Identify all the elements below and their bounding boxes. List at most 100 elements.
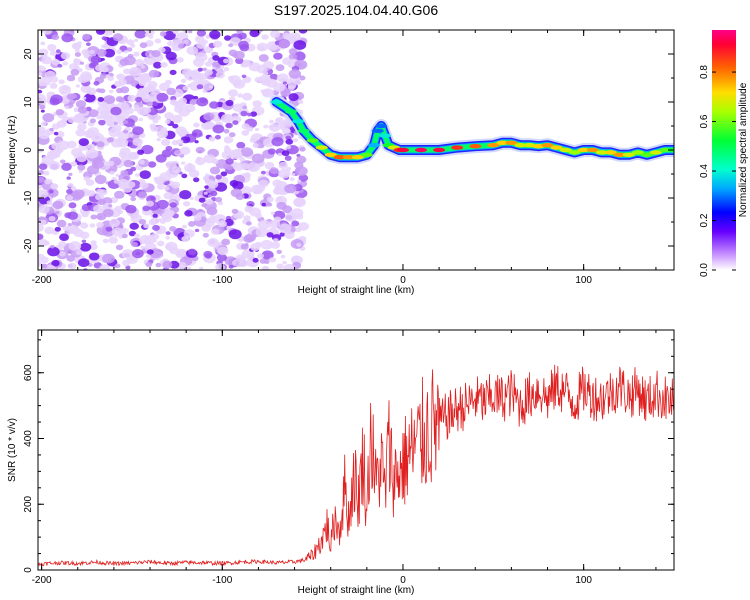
noise-speckle [272,188,282,195]
noise-speckle [199,266,204,270]
noise-speckle [123,129,129,134]
noise-speckle [247,161,261,172]
noise-speckle [51,123,61,130]
noise-speckle [122,259,131,267]
noise-speckle [195,35,205,43]
noise-speckle [50,183,59,190]
noise-speckle [139,235,152,245]
noise-speckle [70,93,78,99]
noise-speckle [139,181,149,189]
noise-speckle [243,234,255,243]
noise-speckle [144,58,149,63]
noise-speckle [90,55,102,64]
noise-speckle [229,150,238,157]
noise-speckle [88,109,99,118]
noise-speckle [196,84,204,90]
ridge-point [532,144,545,149]
noise-speckle [138,191,148,199]
noise-speckle [240,243,249,250]
noise-speckle [212,124,225,134]
noise-speckle [143,223,150,229]
colorbar-tick-label: 0.6 [699,114,710,128]
x-tick-label: -200 [32,275,52,286]
noise-speckle [169,260,180,269]
noise-speckle [53,131,59,136]
noise-speckle [39,104,46,110]
noise-speckle [44,226,54,235]
noise-speckle [232,120,239,125]
noise-speckle [204,253,212,259]
noise-speckle [228,229,242,240]
noise-speckle [122,120,129,125]
noise-speckle [76,154,88,163]
noise-speckle [177,261,187,269]
noise-speckle [38,89,43,94]
noise-speckle [61,33,74,43]
noise-speckle [228,264,234,269]
noise-speckle [258,74,271,85]
noise-speckle [110,106,122,116]
noise-speckle [74,52,81,57]
noise-speckle [180,78,187,83]
noise-speckle [179,146,191,155]
noise-speckle [68,172,73,176]
noise-speckle [181,161,186,165]
noise-speckle [62,85,70,91]
noise-speckle [134,59,145,67]
noise-speckle [58,79,65,85]
noise-speckle [50,94,63,105]
noise-speckle [190,98,198,105]
noise-speckle [67,211,79,220]
noise-speckle [114,263,121,268]
ridge-point [360,152,373,157]
noise-speckle [288,53,298,61]
noise-speckle [38,233,44,241]
noise-speckle [78,169,83,173]
noise-speckle [40,41,46,46]
noise-speckle [273,82,286,93]
noise-speckle [243,215,251,221]
noise-speckle [128,230,136,237]
noise-speckle [156,92,169,102]
noise-speckle [38,176,45,183]
ridge-point [351,155,364,160]
noise-speckle [108,236,118,244]
noise-speckle [60,159,66,164]
ridge-point [586,147,599,153]
snr-x-label: Height of straight line (km) [298,585,415,596]
y-tick-label: 200 [23,495,34,512]
ridge-point [397,147,409,153]
noise-speckle [185,235,190,239]
noise-speckle [75,128,86,137]
noise-speckle [161,138,171,147]
noise-speckle [152,101,158,107]
noise-speckle [201,224,212,232]
x-tick-label: -200 [32,575,52,586]
noise-speckle [134,30,147,39]
noise-speckle [271,137,284,147]
noise-speckle [78,138,90,147]
noise-speckle [258,179,269,188]
noise-speckle [38,204,50,214]
noise-speckle [267,202,273,207]
noise-speckle [154,38,162,44]
figure-title: S197.2025.104.04.40.G06 [274,2,438,18]
ridge-point [415,147,427,153]
noise-speckle [114,190,125,199]
noise-speckle [288,48,298,55]
ridge-point [659,147,671,153]
noise-speckle [281,150,290,157]
noise-speckle [277,152,282,157]
noise-speckle [195,52,208,62]
noise-speckle [132,126,144,136]
noise-speckle [186,266,192,270]
x-tick-label: 0 [400,575,406,586]
y-tick-label: -10 [23,190,34,205]
ridge-point [568,150,581,155]
noise-speckle [198,208,203,213]
noise-speckle [221,113,234,124]
noise-speckle [112,33,124,42]
noise-speckle [42,113,55,123]
noise-speckle [215,196,223,203]
noise-speckle [241,74,247,79]
